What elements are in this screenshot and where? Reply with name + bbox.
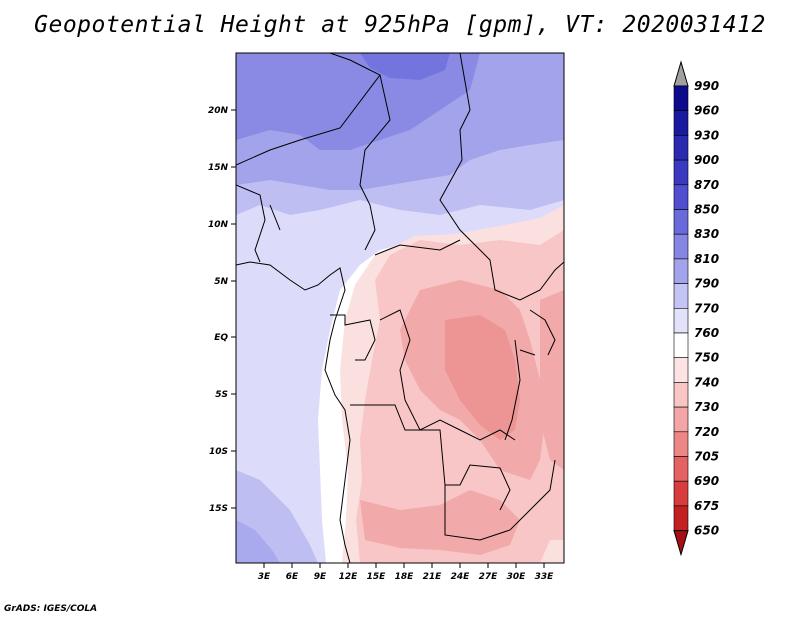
colorbar-label: 850 [694,203,719,217]
lon-label-21E: 21E [423,572,443,582]
colorbar-label: 730 [694,400,719,414]
map-title: Geopotential Height at 925hPa [gpm], VT:… [34,12,766,38]
lon-label-15E: 15E [367,572,387,582]
colorbar-swatch [673,307,689,334]
lon-label-12E: 12E [339,572,359,582]
map-frame [235,52,565,564]
colorbar-swatch [673,184,689,210]
colorbar-label: 870 [694,178,719,192]
colorbar-label: 760 [694,326,719,340]
field-730-band-south [360,490,520,555]
field-720-band [445,315,520,440]
colorbar-label: 990 [694,79,719,93]
lat-label-10S: 10S [209,447,228,457]
colorbar-swatch [673,258,689,284]
lat-label-EQ: EQ [214,333,228,343]
border-line-north [236,53,381,166]
field-850-band [360,53,450,80]
colorbar-label: 740 [694,375,719,389]
border-line-east [439,53,564,301]
border-line-sahel [359,74,391,251]
colorbar-label: 770 [694,301,719,315]
colorbar-swatch [673,209,689,235]
colorbar-swatch [673,456,689,482]
lon-label-6E: 6E [286,572,299,582]
colorbar-label: 960 [694,104,719,118]
lat-label-15N: 15N [208,163,229,173]
west-africa-coastline [236,261,351,563]
colorbar-swatch [673,110,689,136]
colorbar-swatch [673,431,689,457]
colorbar-swatch [673,505,689,531]
colorbar-swatch [673,135,689,161]
colorbar-label: 705 [694,450,719,464]
field-810-band-southwest [236,520,280,563]
border-line-central [374,239,461,256]
lat-label-5N: 5N [214,277,228,287]
colorbar-swatch [673,283,689,309]
lat-label-15S: 15S [209,504,228,514]
grads-credit: GrADS: IGES/COLA [4,604,98,614]
colorbar-label: 690 [694,474,719,488]
colorbar-label: 790 [694,277,719,291]
border-line-gabon [330,314,376,361]
colorbar-swatch [673,332,689,359]
border-line-south [350,404,511,511]
colorbar-label: 830 [694,227,719,241]
colorbar-swatch [673,233,689,260]
colorbar-label: 675 [694,499,719,513]
lon-label-30E: 30E [507,572,527,582]
colorbar-swatch [673,85,689,112]
coastlines-borders [236,53,564,563]
lon-label-27E: 27E [479,572,499,582]
colorbar-label: 810 [694,252,719,266]
great-lakes [504,309,556,441]
border-line-southeast [444,459,556,541]
lon-label-9E: 9E [314,572,327,582]
lat-label-5S: 5S [215,390,228,400]
colorbar-swatch [673,382,689,408]
lat-label-10N: 10N [208,220,229,230]
colorbar-swatch [673,406,689,433]
lon-label-24E: 24E [451,572,471,582]
lon-label-33E: 33E [535,572,555,582]
colorbar-label: 750 [694,351,719,365]
colorbar: 990 960 930 900 870 850 830 810 790 770 760 750 740 7… [673,60,719,557]
lon-label-3E: 3E [258,572,271,582]
height-field [236,53,564,563]
colorbar-label: 720 [694,425,719,439]
lat-label-20N: 20N [208,106,229,116]
border-line-west-sahel [236,184,281,263]
field-730-band-east [540,290,564,470]
colorbar-bottom-triangle [673,530,689,557]
colorbar-label: 650 [694,524,719,538]
colorbar-top-triangle [673,60,689,87]
colorbar-swatch [673,357,689,383]
lon-label-18E: 18E [395,572,415,582]
colorbar-label: 900 [694,153,719,167]
colorbar-label: 930 [694,128,719,142]
colorbar-swatch [673,159,689,186]
longitude-axis: 3E 6E 9E 12E 15E 18E 21E 24E 27E 30E 33E [258,563,554,582]
latitude-axis: 20N 15N 10N 5N EQ 5S 10S 15S [208,106,236,514]
colorbar-swatch [673,480,689,507]
